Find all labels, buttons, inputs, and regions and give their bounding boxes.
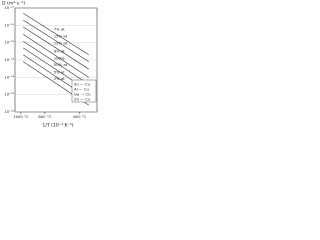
series-line <box>23 19 89 62</box>
x-axis-title: 1/T (10⁻³ K⁻¹) <box>42 123 73 129</box>
series-line <box>23 34 89 78</box>
series-line <box>23 26 89 70</box>
y-tick-label: 10⁻¹⁴ <box>4 74 14 79</box>
series-line <box>23 41 89 85</box>
y-axis-title: D (m²·s⁻¹) <box>2 1 25 7</box>
series-label: 50% at <box>54 62 68 67</box>
y-tick-label: 10⁻¹² <box>4 40 14 45</box>
legend-entry: Ga — Cu <box>74 92 91 97</box>
y-tick-label: 10⁻¹¹ <box>4 22 14 27</box>
series-label: 12% at <box>54 41 68 46</box>
y-tick-label: 10⁻¹³ <box>4 57 14 62</box>
series-label: 2% at <box>54 76 66 81</box>
legend-box <box>71 79 97 103</box>
legend-entry: Sn — Cu <box>74 82 91 87</box>
series-label: 5% at <box>54 69 66 74</box>
y-tick-label: 10⁻¹⁰ <box>4 5 14 10</box>
y-tick-label: 10⁻¹⁶ <box>4 109 14 114</box>
temperature-label: 800 °C <box>38 114 51 119</box>
series-label: 100% <box>54 55 65 60</box>
series-label: 7% at <box>54 27 66 32</box>
temperature-label: 1000 °C <box>13 114 29 119</box>
legend-entry: Al — Cu <box>74 87 90 92</box>
chart: D (m²·s⁻¹) 1/T (10⁻³ K⁻¹) 10⁻¹⁰ 10⁻¹¹ 10⁻¹… <box>2 1 98 129</box>
legend-entry: Zn — Cu <box>74 97 91 102</box>
temperature-label: 600 °C <box>73 114 86 119</box>
series-line <box>23 12 89 56</box>
series-label: 15% at <box>54 34 68 39</box>
y-tick-label: 10⁻¹⁵ <box>4 92 14 97</box>
series-label: 6% at <box>54 49 66 54</box>
